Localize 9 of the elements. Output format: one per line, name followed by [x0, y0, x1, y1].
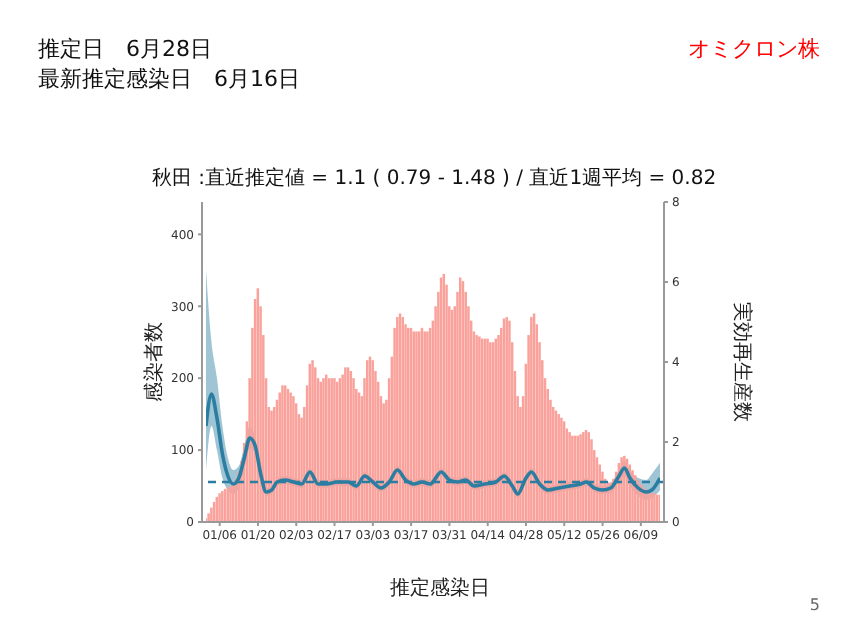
- text: 秋田 :直近推定値 = 1.1 ( 0.79 - 1.48 ) / 直近1週平均 = 0.82: [149, 165, 719, 192]
- text: オミクロン株: [686, 34, 820, 64]
- x-axis-title: 推定感染日: [388, 575, 492, 602]
- chart-subtitle: 最新推定感染日 6月16日: [38, 64, 300, 94]
- chart-title: 推定日 6月28日: [38, 34, 212, 64]
- line-series: [206, 392, 660, 496]
- y2-axis-title: 実効再生産数: [728, 302, 755, 422]
- y-axis-title: 感染者数: [141, 322, 168, 402]
- text: 5: [807, 596, 820, 614]
